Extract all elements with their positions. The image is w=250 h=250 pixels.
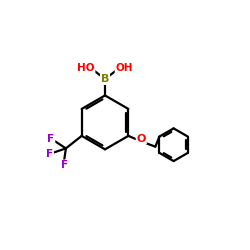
Text: HO: HO — [77, 63, 94, 73]
Text: OH: OH — [116, 63, 133, 73]
Text: F: F — [47, 134, 54, 144]
Text: F: F — [46, 148, 53, 158]
Text: O: O — [136, 134, 146, 143]
Text: F: F — [62, 160, 68, 170]
Text: B: B — [101, 74, 109, 84]
